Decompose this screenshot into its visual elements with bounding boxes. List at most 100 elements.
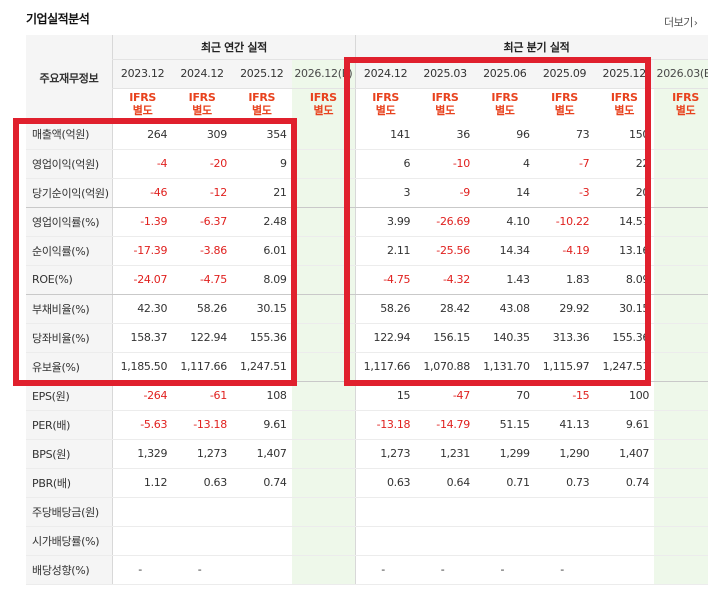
group-quarterly: 최근 분기 실적 <box>355 35 708 60</box>
table-cell: - <box>474 555 535 585</box>
table-cell: 0.74 <box>231 468 292 498</box>
ifrs-line1: IFRS <box>309 91 337 105</box>
row-label: 유보율(%) <box>26 352 113 382</box>
table-body: 매출액(억원) 264 309 354 141 36 96 73 150 영업이익(억원) -4 -2… <box>26 120 708 585</box>
table-cell <box>355 497 416 527</box>
table-row: 당좌비율(%) 158.37 122.94 155.36 122.94 156.15 140… <box>26 323 708 353</box>
table-cell: 156.15 <box>415 323 475 353</box>
table-cell <box>291 526 356 556</box>
ifrs-line2: 별도 <box>675 104 696 118</box>
table-cell <box>534 497 595 527</box>
table-cell <box>355 526 416 556</box>
table-cell: 150 <box>594 120 655 150</box>
table-row: 당기순이익(억원) -46 -12 21 3 -9 14 -3 20 <box>26 178 708 208</box>
table-cell <box>654 120 708 150</box>
row-label: ROE(%) <box>26 265 113 295</box>
table-cell: 58.26 <box>172 294 232 324</box>
table-cell: 1.12 <box>111 468 173 498</box>
ifrs-line1: IFRS <box>248 91 276 105</box>
more-link[interactable]: 더보기› <box>664 14 698 30</box>
table-cell: 158.37 <box>111 323 173 353</box>
table-cell: 313.36 <box>534 323 595 353</box>
table-cell: 0.63 <box>355 468 416 498</box>
table-cell <box>231 555 292 585</box>
table-cell: 6 <box>355 149 416 179</box>
table-cell: 29.92 <box>534 294 595 324</box>
table-cell: 9.61 <box>594 410 655 440</box>
table-cell <box>111 526 173 556</box>
table-row: 순이익률(%) -17.39 -3.86 6.01 2.11 -25.56 14.34 -4.… <box>26 236 708 266</box>
table-cell <box>291 381 356 411</box>
table-cell: 155.36 <box>594 323 655 353</box>
table-cell: -3 <box>534 178 595 208</box>
table-cell: 1,273 <box>355 439 416 469</box>
table-cell: 264 <box>111 120 173 150</box>
table-cell: 1,131.70 <box>474 352 535 382</box>
table-cell: 100 <box>594 381 655 411</box>
table-cell: -14.79 <box>415 410 475 440</box>
table-cell: -15 <box>534 381 595 411</box>
table-row: 배당성향(%) - - - - - - <box>26 555 708 585</box>
table-cell: 3 <box>355 178 416 208</box>
table-cell: 4 <box>474 149 535 179</box>
table-cell: 1,273 <box>172 439 232 469</box>
table-cell: 36 <box>415 120 475 150</box>
table-cell: -13.18 <box>172 410 232 440</box>
table-cell: 14.57 <box>594 207 655 237</box>
table-cell <box>594 526 655 556</box>
table-cell <box>291 468 356 498</box>
table-cell <box>654 381 708 411</box>
table-cell: -4 <box>111 149 173 179</box>
row-label: 시가배당률(%) <box>26 526 113 556</box>
table-cell: -13.18 <box>355 410 416 440</box>
table-cell: -264 <box>111 381 173 411</box>
ifrs-label: IFRS 별도 <box>111 88 173 120</box>
table-cell <box>111 497 173 527</box>
table-cell: 30.15 <box>231 294 292 324</box>
ifrs-label: IFRS 별도 <box>475 88 535 120</box>
table-cell: 3.99 <box>355 207 416 237</box>
table-cell: -4.32 <box>415 265 475 295</box>
table-cell: -20 <box>172 149 232 179</box>
table-cell: - <box>355 555 416 585</box>
table-row: 부채비율(%) 42.30 58.26 30.15 58.26 28.42 43.08 29.… <box>26 294 708 324</box>
table-cell: 1,117.66 <box>172 352 232 382</box>
ifrs-line1: IFRS <box>672 91 699 105</box>
table-cell: -4.19 <box>534 236 595 266</box>
chevron-right-icon: › <box>693 18 698 29</box>
table-cell: 21 <box>231 178 292 208</box>
ifrs-line1: IFRS <box>431 91 459 105</box>
table-cell: 4.10 <box>474 207 535 237</box>
table-cell: -46 <box>111 178 173 208</box>
table-cell: 28.42 <box>415 294 475 324</box>
table-cell: 0.71 <box>474 468 535 498</box>
period-header: 2025.06 <box>474 59 535 89</box>
table-cell: 9.61 <box>231 410 292 440</box>
financial-table: 주요재무정보 최근 연간 실적 최근 분기 실적 2023.12 2024.12 2… <box>26 35 708 585</box>
table-cell: -25.56 <box>415 236 475 266</box>
table-cell: 1.43 <box>474 265 535 295</box>
row-label: 당기순이익(억원) <box>26 178 113 208</box>
table-row: ROE(%) -24.07 -4.75 8.09 -4.75 -4.32 1.43 1.83 8… <box>26 265 708 295</box>
table-cell: 8.09 <box>231 265 292 295</box>
row-label: EPS(원) <box>26 381 113 411</box>
table-cell: 15 <box>355 381 416 411</box>
period-header: 2025.03 <box>415 59 475 89</box>
ifrs-label: IFRS 별도 <box>232 88 292 120</box>
table-cell: 1,247.51 <box>231 352 292 382</box>
table-cell <box>654 149 708 179</box>
table-cell: 13.16 <box>594 236 655 266</box>
table-cell: -10 <box>415 149 475 179</box>
ifrs-line1: IFRS <box>372 91 400 105</box>
ifrs-line1: IFRS <box>551 91 578 105</box>
ifrs-line2: 별도 <box>192 104 212 118</box>
ifrs-label: IFRS 별도 <box>415 88 475 120</box>
ifrs-line1: IFRS <box>129 91 156 105</box>
table-cell: 0.74 <box>594 468 655 498</box>
table-cell: 20 <box>594 178 655 208</box>
table-cell <box>291 439 356 469</box>
ifrs-label: IFRS 별도 <box>654 88 708 120</box>
table-cell: -24.07 <box>111 265 173 295</box>
table-cell: 354 <box>231 120 292 150</box>
period-row: 2023.12 2024.12 2025.12 2026.12(E) 2024.12 20… <box>26 59 708 89</box>
